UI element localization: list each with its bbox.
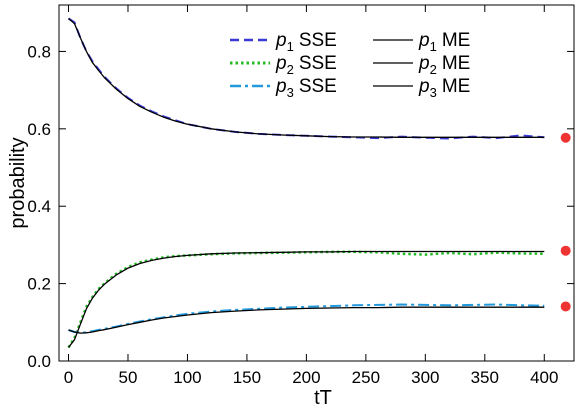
- legend-label: p2 SSE: [275, 53, 337, 77]
- legend-label: p1 SSE: [275, 30, 337, 54]
- legend-label: p3 SSE: [275, 76, 337, 100]
- y-tick-label: 0.2: [27, 275, 51, 294]
- marker-layer: [560, 132, 571, 312]
- x-tick-label: 200: [292, 368, 320, 387]
- x-tick-label: 0: [64, 368, 73, 387]
- x-tick-label: 100: [173, 368, 201, 387]
- x-tick-label: 150: [233, 368, 261, 387]
- y-tick-label: 0.4: [27, 197, 51, 216]
- y-tick-label: 0.0: [27, 352, 51, 371]
- legend-label: p2 ME: [418, 53, 470, 77]
- legend-label-main: p: [275, 30, 287, 51]
- legend-label-suffix: ME: [442, 30, 471, 51]
- legend-label-suffix: SSE: [299, 53, 337, 74]
- series-line-p3-sse: [68, 303, 545, 334]
- legend-label-suffix: SSE: [299, 30, 337, 51]
- series-line-p2-sse: [67, 250, 545, 349]
- legend-label: p1 ME: [418, 30, 470, 54]
- reference-marker: [560, 245, 571, 256]
- series-line-p1-me: [68, 18, 545, 138]
- x-axis-title: tT: [314, 387, 332, 409]
- y-tick-label: 0.8: [27, 42, 51, 61]
- series-line-p3-me: [68, 306, 545, 334]
- legend-label-subscript: 3: [287, 85, 294, 100]
- legend-label-suffix: ME: [442, 53, 471, 74]
- axis-ticks: 0 50 100 150 200 250 300 350 400 0.0 0.2 0.4 0.6 0.8: [27, 5, 574, 387]
- legend-label-suffix: ME: [442, 76, 471, 97]
- legend-label-subscript: 2: [287, 62, 294, 77]
- x-tick-label: 300: [411, 368, 439, 387]
- legend-label-subscript: 3: [430, 85, 437, 100]
- legend-label-main: p: [275, 76, 287, 97]
- legend-label: p3 ME: [418, 76, 470, 100]
- legend-label-subscript: 2: [430, 62, 437, 77]
- x-tick-label: 350: [471, 368, 499, 387]
- y-tick-label: 0.6: [27, 120, 51, 139]
- plot-frame: [58, 4, 575, 362]
- legend-label-main: p: [418, 53, 430, 74]
- legend-label-main: p: [418, 30, 430, 51]
- x-tick-label: 50: [119, 368, 138, 387]
- series-line-p2-me: [67, 250, 545, 348]
- legend-label-suffix: SSE: [299, 76, 337, 97]
- legend-label-main: p: [418, 76, 430, 97]
- reference-marker: [560, 301, 571, 312]
- y-axis-title: probability: [7, 137, 29, 228]
- legend-label-subscript: 1: [287, 39, 294, 54]
- x-tick-label: 400: [530, 368, 558, 387]
- series-layer: [67, 17, 545, 349]
- legend-label-main: p: [275, 53, 287, 74]
- legend-label-subscript: 1: [430, 39, 437, 54]
- reference-marker: [560, 132, 571, 143]
- x-tick-label: 250: [352, 368, 380, 387]
